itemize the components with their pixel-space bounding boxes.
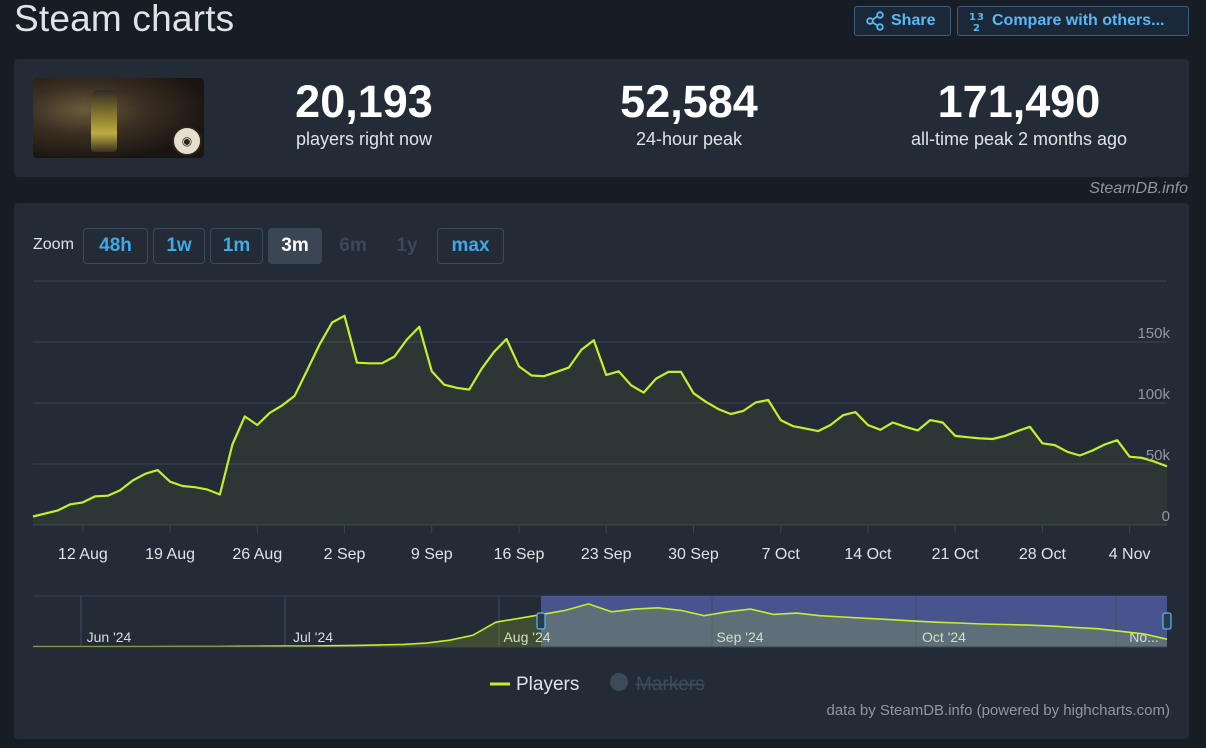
navigator-label: Jul '24 <box>293 629 333 645</box>
x-tick-label: 23 Sep <box>581 546 632 563</box>
navigator-label: Jun '24 <box>87 629 132 645</box>
zoom-48h-button[interactable]: 48h <box>83 228 148 264</box>
stat-alltime-peak: 171,490 all-time peak 2 months ago <box>869 77 1169 150</box>
zoom-1y-button: 1y <box>396 235 418 256</box>
compare-label: Compare with others... <box>992 12 1165 29</box>
zoom-max-button[interactable]: max <box>437 228 504 264</box>
stat-value: 171,490 <box>937 76 1101 127</box>
stat-players-now: 20,193 players right now <box>244 77 484 150</box>
navigator-label: Aug '24 <box>503 629 550 645</box>
players-area <box>33 315 1167 525</box>
zoom-1m-button[interactable]: 1m <box>210 228 263 264</box>
eye-icon: ◉ <box>172 126 202 156</box>
svg-text:2: 2 <box>973 23 980 32</box>
stats-panel: ◉ 20,193 players right now 52,584 24-hou… <box>14 59 1189 177</box>
navigator-label: Oct '24 <box>922 629 966 645</box>
navigator-handle-right[interactable] <box>1162 612 1172 630</box>
stat-value: 20,193 <box>295 76 433 127</box>
navigator-handle-left[interactable] <box>536 612 546 630</box>
y-tick-label: 150k <box>1137 325 1170 342</box>
zoom-6m-button: 6m <box>339 235 367 256</box>
chart-panel: Zoom 48h 1w 1m 3m 6m 1y max 0 50k 100k 150k… <box>14 203 1189 739</box>
x-tick-label: 12 Aug <box>58 546 108 563</box>
zoom-3m-button[interactable]: 3m <box>268 228 322 264</box>
x-tick-label: 19 Aug <box>145 546 195 563</box>
navigator-label: Sep '24 <box>716 629 763 645</box>
navigator-line <box>33 603 1168 648</box>
player-count-chart[interactable]: 0 50k 100k 150k 12 Aug 19 Aug 26 Aug 2 Sep 9 Se… <box>14 203 1189 739</box>
legend-players-label[interactable]: Players <box>516 674 579 695</box>
x-tick-label: 14 Oct <box>844 546 892 563</box>
steamdb-attribution[interactable]: SteamDB.info <box>1089 180 1188 197</box>
x-tick-label: 28 Oct <box>1019 546 1067 563</box>
stat-label: players right now <box>295 129 433 149</box>
players-series-line[interactable] <box>32 314 1168 518</box>
zoom-1w-button[interactable]: 1w <box>153 228 205 264</box>
zoom-label: Zoom <box>33 236 74 253</box>
x-tick-label: 4 Nov <box>1109 546 1151 563</box>
x-tick-label: 30 Sep <box>668 546 719 563</box>
game-thumbnail[interactable]: ◉ <box>33 78 204 158</box>
compare-button[interactable]: 1 3 2 Compare with others... <box>957 6 1189 36</box>
x-tick-label: 26 Aug <box>232 546 282 563</box>
x-tick-label: 21 Oct <box>932 546 980 563</box>
stat-value: 52,584 <box>620 76 758 127</box>
x-tick-label: 9 Sep <box>411 546 453 563</box>
share-button[interactable]: Share <box>854 6 951 36</box>
svg-text:3: 3 <box>977 12 984 23</box>
legend-markers-swatch[interactable] <box>610 673 628 691</box>
page-title: Steam charts <box>14 0 235 39</box>
x-tick-label: 2 Sep <box>324 546 366 563</box>
svg-text:1: 1 <box>969 12 976 23</box>
share-label: Share <box>891 12 936 29</box>
legend-markers-label[interactable]: Markers <box>636 674 705 695</box>
y-tick-label: 50k <box>1146 447 1171 464</box>
navigator-area <box>33 603 1167 647</box>
stat-label: all-time peak 2 months ago <box>910 129 1128 149</box>
compare-icon: 1 3 2 <box>969 12 984 32</box>
x-tick-label: 16 Sep <box>494 546 545 563</box>
share-icon <box>866 11 884 31</box>
thumbnail-figure <box>91 90 117 152</box>
y-tick-label: 100k <box>1137 386 1170 403</box>
y-tick-label: 0 <box>1162 508 1170 525</box>
navigator-selection[interactable] <box>541 596 1167 647</box>
stat-label: 24-hour peak <box>635 129 743 149</box>
highcharts-credit[interactable]: data by SteamDB.info (powered by highcha… <box>826 702 1171 719</box>
x-tick-label: 7 Oct <box>762 546 801 563</box>
stat-24h-peak: 52,584 24-hour peak <box>569 77 809 150</box>
